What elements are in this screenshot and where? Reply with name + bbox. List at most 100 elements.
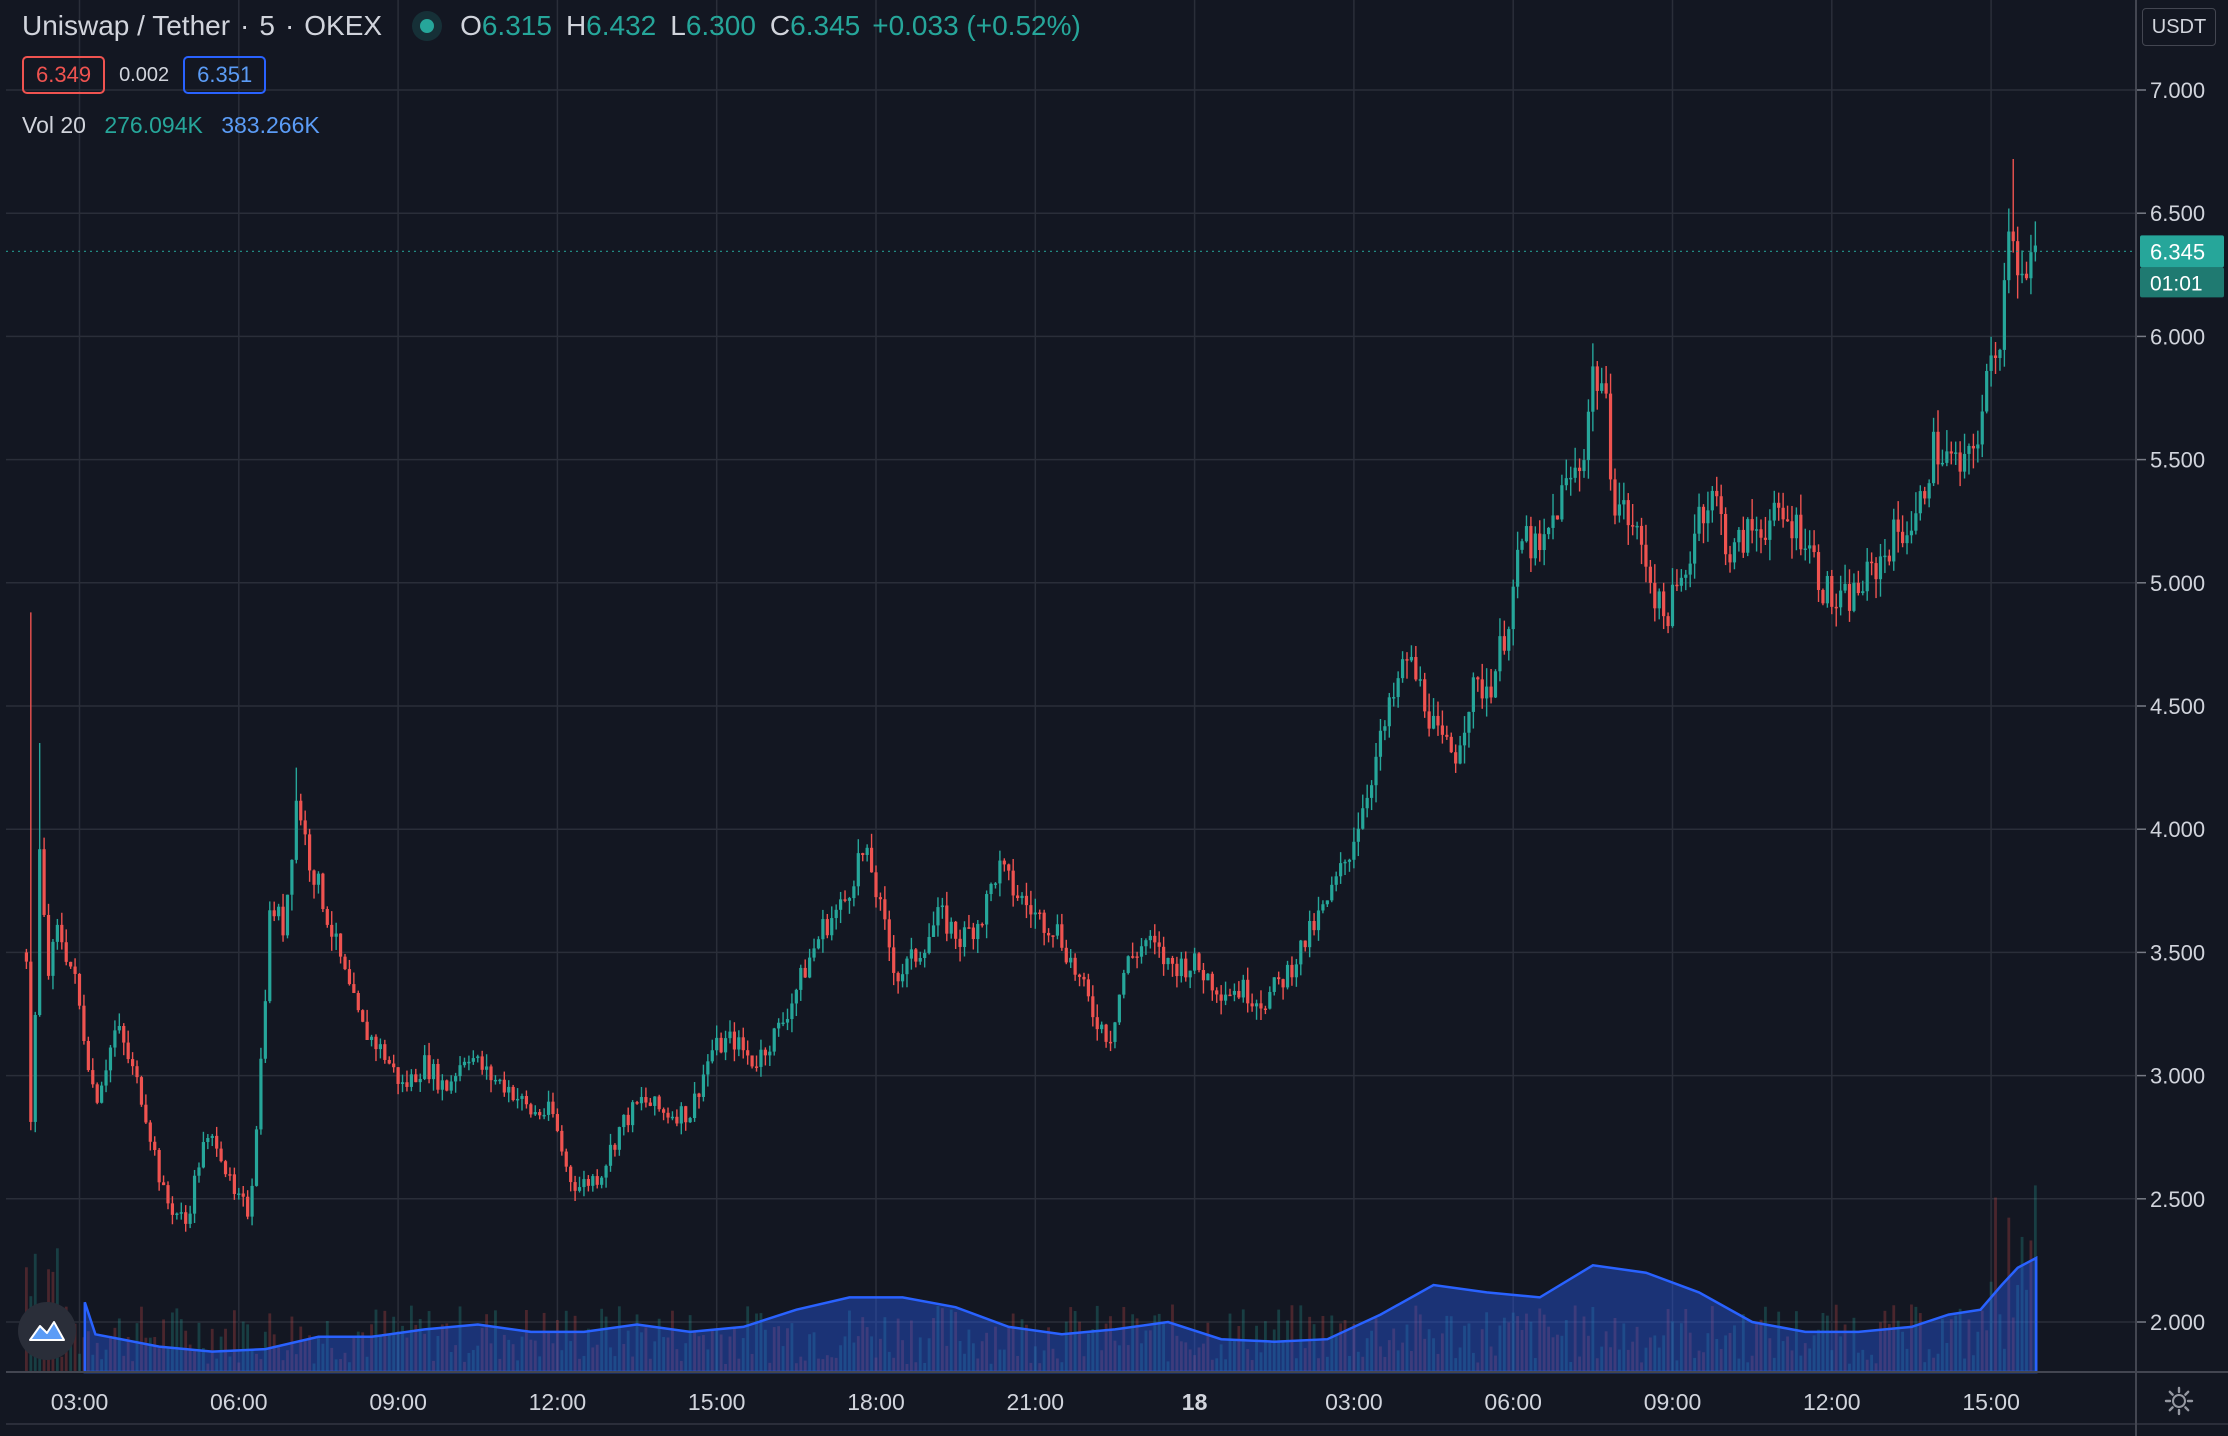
volume-bar xyxy=(1033,1346,1037,1372)
candle-body xyxy=(2024,273,2029,279)
volume-bar xyxy=(463,1361,466,1372)
spread-value: 0.002 xyxy=(119,63,170,86)
candle-body xyxy=(197,1167,201,1176)
volume-bar xyxy=(303,1339,307,1372)
candle-body xyxy=(1502,636,1506,651)
volume-bar xyxy=(1352,1323,1356,1372)
exchange-label[interactable]: OKEX xyxy=(304,10,383,41)
candle-body xyxy=(1139,946,1144,957)
candle-body xyxy=(1684,574,1688,578)
candle-body xyxy=(334,933,338,937)
volume-bar xyxy=(436,1335,440,1372)
currency-button[interactable]: USDT xyxy=(2142,8,2216,46)
volume-bar xyxy=(887,1351,891,1372)
volume-bar xyxy=(1538,1308,1542,1372)
volume-bar xyxy=(1941,1318,1944,1372)
volume-bar xyxy=(1162,1322,1166,1372)
candle-body xyxy=(511,1086,515,1101)
candle-body xyxy=(480,1056,484,1070)
symbol-title[interactable]: Uniswap / Tether xyxy=(22,10,231,41)
candle-body xyxy=(1223,994,1228,1001)
volume-bar xyxy=(547,1331,550,1372)
candle-body xyxy=(1378,730,1383,757)
interval-label[interactable]: 5 xyxy=(259,10,275,41)
candle-body xyxy=(1754,529,1759,531)
y-tick-label: 6.000 xyxy=(2150,324,2205,349)
separator: · xyxy=(284,10,295,41)
candle-body xyxy=(546,1101,551,1115)
candle-body xyxy=(347,969,352,985)
candle-body xyxy=(750,1055,754,1067)
volume-bar xyxy=(865,1327,869,1372)
volume-bar xyxy=(374,1309,378,1372)
candle-body xyxy=(179,1212,183,1214)
candle-body xyxy=(958,938,962,947)
candle-body xyxy=(1794,514,1798,539)
candle-body xyxy=(1246,979,1250,1004)
volume-bar xyxy=(958,1340,962,1372)
candle-body xyxy=(308,834,312,871)
candle-body xyxy=(210,1135,214,1139)
volume-bar xyxy=(1405,1324,1409,1372)
candle-body xyxy=(436,1063,440,1090)
volume-bar xyxy=(949,1309,953,1372)
candle-body xyxy=(1157,942,1161,947)
buy-price-button[interactable]: 6.351 xyxy=(183,56,267,94)
volume-bar xyxy=(781,1346,785,1372)
volume-legend[interactable]: Vol 20 276.094K 383.266K xyxy=(22,112,320,139)
volume-bar xyxy=(861,1317,865,1372)
candle-body xyxy=(263,1001,267,1059)
y-tick-label: 4.500 xyxy=(2150,694,2205,719)
sell-price-button[interactable]: 6.349 xyxy=(22,56,106,94)
volume-bar xyxy=(980,1341,984,1372)
candle-body xyxy=(1993,355,1998,359)
candle-body xyxy=(914,949,918,962)
tradingview-logo-icon[interactable] xyxy=(18,1302,76,1360)
volume-bar xyxy=(1436,1353,1440,1372)
candle-body xyxy=(1724,514,1728,555)
chart-grid xyxy=(6,0,2136,1372)
candle-body xyxy=(564,1151,568,1167)
volume-bar xyxy=(1622,1323,1626,1372)
candle-body xyxy=(338,933,343,957)
volume-bar xyxy=(1604,1331,1608,1372)
candle-body xyxy=(427,1055,431,1080)
volume-bar xyxy=(1414,1305,1418,1372)
candle-body xyxy=(1454,752,1458,764)
candle-body xyxy=(462,1061,467,1066)
candle-body xyxy=(1131,956,1135,958)
volume-bar xyxy=(1153,1315,1157,1372)
x-tick-label: 21:00 xyxy=(1007,1389,1065,1415)
candle-body xyxy=(715,1037,719,1051)
candle-body xyxy=(1069,957,1073,963)
volume-bar xyxy=(1250,1360,1254,1372)
volume-bar xyxy=(821,1359,825,1372)
candle-body xyxy=(1648,566,1652,583)
volume-bar xyxy=(1348,1355,1351,1372)
volume-bar xyxy=(1325,1356,1329,1372)
candle-body xyxy=(723,1038,728,1053)
volume-bar xyxy=(1994,1197,1997,1372)
bid-ask-panel: 6.349 0.002 6.351 xyxy=(22,56,267,94)
volume-bar xyxy=(60,1356,64,1372)
volume-bar xyxy=(148,1337,152,1372)
volume-bar xyxy=(538,1356,542,1372)
candle-body xyxy=(909,949,913,959)
volume-bar xyxy=(379,1336,382,1372)
candle-body xyxy=(374,1036,378,1050)
volume-bar xyxy=(936,1306,940,1372)
candle-body xyxy=(1489,686,1493,698)
candle-body xyxy=(356,993,360,1011)
volume-bar xyxy=(1883,1310,1887,1372)
candle-body xyxy=(166,1185,170,1204)
candle-body xyxy=(1856,582,1860,594)
volume-bar xyxy=(777,1326,781,1372)
candle-body xyxy=(644,1097,648,1103)
gear-icon[interactable] xyxy=(2162,1384,2196,1418)
candle-body xyxy=(874,872,878,898)
candle-body xyxy=(830,918,834,936)
candle-body xyxy=(1272,977,1276,992)
candle-body xyxy=(1073,957,1077,975)
candle-body xyxy=(1445,734,1449,737)
